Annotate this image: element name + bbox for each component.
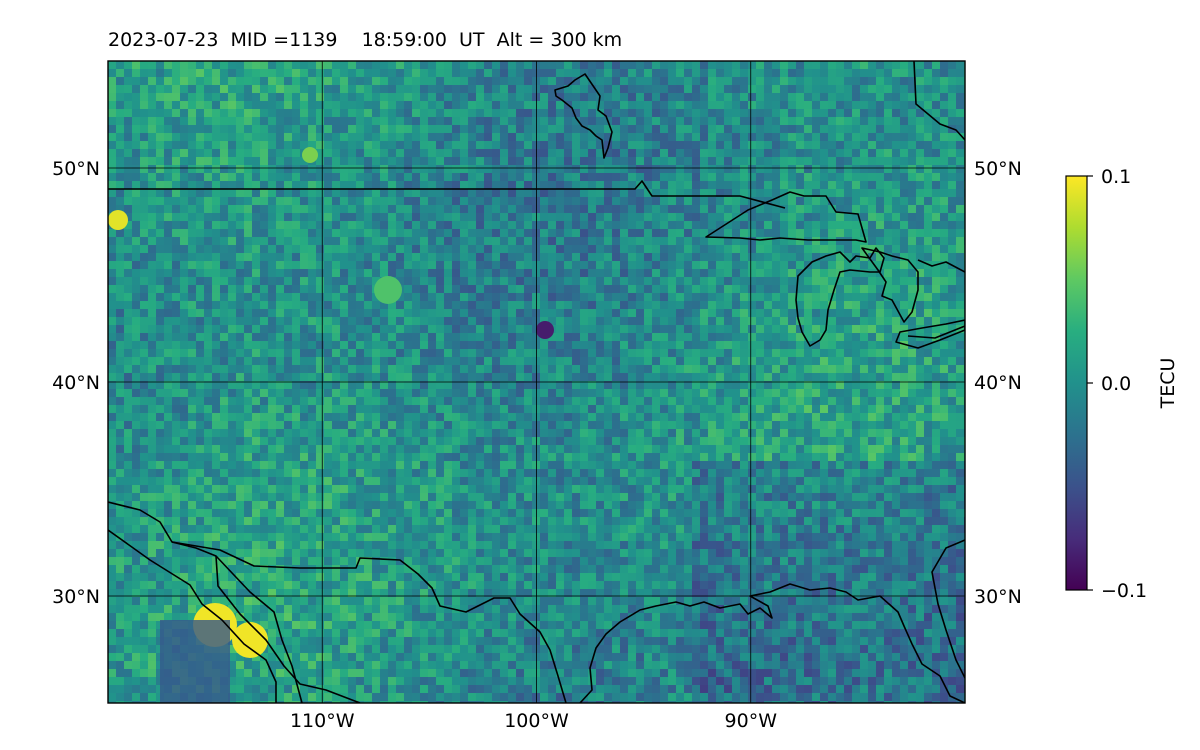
lon-label: 110°W	[290, 710, 355, 732]
gulf-coast	[579, 583, 965, 703]
latitude-labels: 30°N 30°N 40°N 40°N 50°N 50°N	[52, 158, 1022, 608]
colorbar-label: TECU	[1157, 358, 1179, 410]
colorbar-tick-label: −0.1	[1101, 580, 1147, 602]
gulf-of-california	[171, 541, 303, 703]
colorbar-ticks: 0.1 0.0 −0.1	[1087, 166, 1147, 602]
tec-field-raster	[108, 61, 965, 703]
colorbar-gradient	[1065, 175, 1088, 591]
great-lakes-east	[917, 259, 965, 273]
lat-label-right: 30°N	[974, 586, 1022, 608]
baja-california-west	[108, 529, 277, 703]
lake-erie-outline	[895, 319, 965, 349]
colorbar: 0.1 0.0 −0.1 TECU	[1065, 166, 1179, 602]
lon-label: 90°W	[725, 710, 778, 732]
lon-label: 100°W	[504, 710, 569, 732]
longitude-labels: 110°W 100°W 90°W	[290, 710, 777, 732]
colorbar-tick-label: 0.0	[1101, 373, 1131, 395]
hudson-bay-shore	[913, 61, 965, 141]
lake-superior-outline	[705, 191, 867, 243]
lake-michigan-outline	[795, 247, 885, 347]
lat-label-right: 50°N	[974, 158, 1022, 180]
figure-title: 2023-07-23 MID =1139 18:59:00 UT Alt = 3…	[108, 29, 623, 51]
graticule	[108, 61, 965, 703]
us-canada-border	[108, 180, 786, 209]
lake-winnipeg-outline	[554, 73, 613, 159]
lat-label-left: 40°N	[52, 372, 100, 394]
florida-coast	[931, 539, 965, 679]
lat-label-right: 40°N	[974, 372, 1022, 394]
coastlines	[108, 61, 965, 703]
lake-huron-outline	[861, 247, 919, 323]
map-frame	[107, 60, 966, 704]
lat-label-left: 50°N	[52, 158, 100, 180]
colorbar-tick-label: 0.1	[1101, 166, 1131, 188]
lat-label-left: 30°N	[52, 586, 100, 608]
us-mexico-border	[108, 501, 567, 703]
